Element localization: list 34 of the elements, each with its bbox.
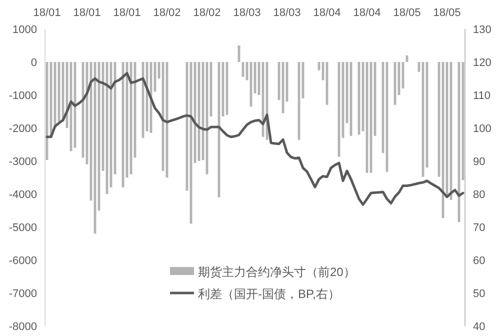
y-tick-label: -2000 bbox=[8, 123, 37, 135]
y-tick-label: 0 bbox=[30, 57, 37, 69]
y2-tick-label: 100 bbox=[473, 123, 492, 135]
y2-tick-label: 90 bbox=[473, 156, 486, 168]
y2-tick-label: 80 bbox=[473, 189, 486, 201]
y-tick-label: 1000 bbox=[12, 24, 37, 36]
x-tick-label: 18/04 bbox=[313, 7, 341, 19]
y-tick-label: -8000 bbox=[8, 321, 37, 333]
y2-tick-label: 110 bbox=[473, 90, 491, 102]
x-tick-label: 18/01 bbox=[113, 7, 141, 19]
line-series bbox=[46, 72, 464, 206]
x-tick-label: 18/02 bbox=[193, 7, 221, 19]
y-tick-label: -5000 bbox=[8, 222, 37, 234]
y2-tick-label: 120 bbox=[473, 57, 492, 69]
x-tick-label: 18/03 bbox=[233, 7, 261, 19]
y-tick-label: -6000 bbox=[8, 255, 37, 267]
x-tick-label: 18/04 bbox=[353, 7, 381, 19]
y-tick-label: -7000 bbox=[8, 288, 37, 300]
x-tick-label: 18/05 bbox=[393, 7, 421, 19]
legend-label: 期货主力合约净头寸（前20） bbox=[198, 265, 356, 279]
x-tick-label: 18/01 bbox=[33, 7, 61, 19]
legend-label: 利差（国开-国债，BP,右） bbox=[198, 287, 340, 301]
x-tick-label: 18/02 bbox=[153, 7, 181, 19]
y2-tick-label: 50 bbox=[473, 288, 486, 300]
y2-tick-label: 40 bbox=[473, 321, 486, 333]
x-tick-label: 18/03 bbox=[273, 7, 301, 19]
y-tick-label: -3000 bbox=[8, 156, 37, 168]
y-tick-label: -4000 bbox=[8, 189, 37, 201]
y2-tick-label: 70 bbox=[473, 222, 486, 234]
y2-tick-label: 130 bbox=[473, 24, 492, 36]
x-tick-label: 18/05 bbox=[433, 7, 461, 19]
y-tick-label: -1000 bbox=[8, 90, 37, 102]
y2-tick-label: 60 bbox=[473, 255, 486, 267]
x-tick-label: 18/01 bbox=[73, 7, 101, 19]
